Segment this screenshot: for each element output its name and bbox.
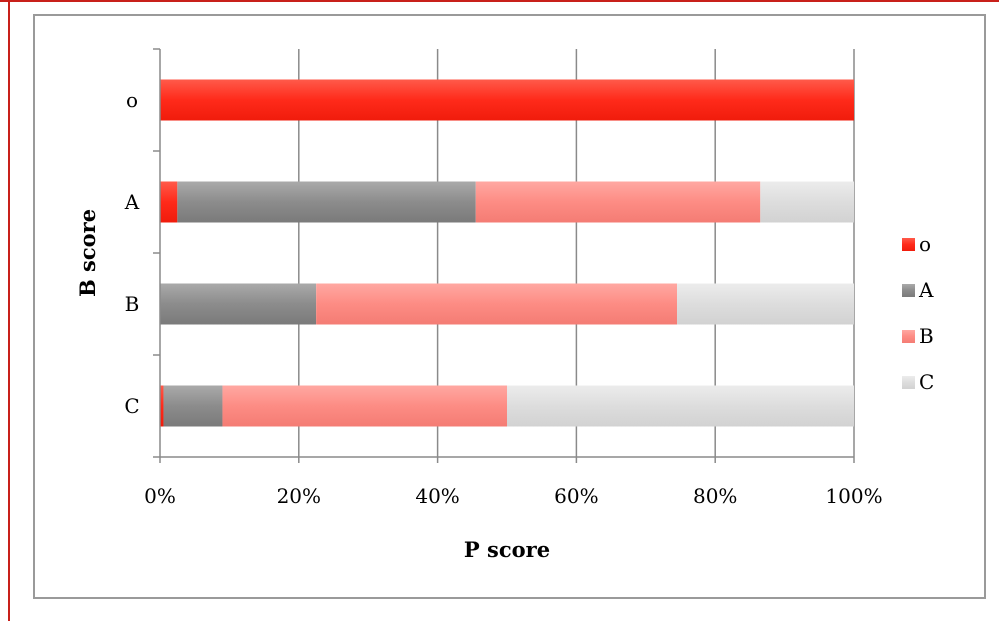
legend-swatch-c [902,376,915,389]
legend-label-o: o [919,232,931,256]
bar-segment-c-row-a [760,181,854,223]
y-category-label: A [124,190,140,214]
legend-label-a: A [918,278,934,302]
legend-label-b: B [919,324,934,348]
bar-segment-b-row-b [316,283,678,325]
legend-swatch-a [902,284,915,297]
labels: 0% 20% 40% 60% 80% 100% o A B C P score B score [75,88,883,562]
legend-label-c: C [919,370,934,394]
bar-segment-o-row-o [160,79,854,121]
axes [153,48,855,463]
bar-segment-a-row-b [160,283,317,325]
legend-swatch-b [902,330,915,343]
x-tick-label: 0% [144,484,176,508]
x-tick-label: 60% [554,484,598,508]
legend-swatch-o [902,238,915,251]
x-tick-label: 40% [415,484,459,508]
x-tick-label: 80% [693,484,737,508]
y-category-label: o [126,88,138,112]
frame-top-border [0,0,999,2]
bars [160,79,854,427]
x-tick-label: 20% [277,484,321,508]
y-category-label: C [124,394,139,418]
bar-segment-b-row-a [475,181,761,223]
bar-segment-a-row-c [163,385,223,427]
bar-segment-o-row-a [160,181,178,223]
x-tick-label: 100% [825,484,882,508]
bar-segment-b-row-c [222,385,507,427]
bar-segment-c-row-c [507,385,854,427]
x-axis-title: P score [464,537,550,562]
frame-left-border [8,0,10,621]
bar-segment-a-row-a [177,181,476,223]
bar-segment-c-row-b [677,283,854,325]
bar-segment-o-row-c [160,385,164,427]
y-category-label: B [125,292,140,316]
y-axis-title: B score [75,209,100,297]
